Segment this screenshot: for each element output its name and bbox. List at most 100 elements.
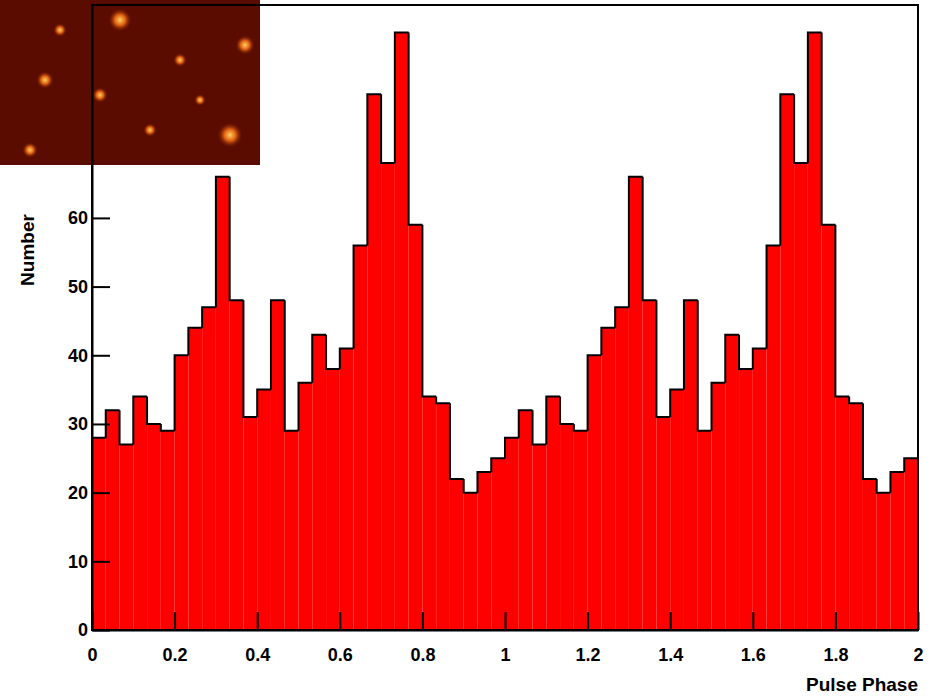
- x-tick-mark: [752, 612, 754, 630]
- y-tick: 50: [68, 277, 110, 297]
- x-tick-label: 1.8: [823, 645, 848, 665]
- x-tick-label: 1: [500, 645, 510, 665]
- histogram-bar: [588, 355, 602, 630]
- histogram-bar: [395, 32, 409, 630]
- histogram-bar: [92, 438, 106, 630]
- histogram-bar: [739, 369, 753, 630]
- histogram-outline: [395, 32, 409, 162]
- y-tick: 40: [68, 346, 110, 366]
- y-tick-mark: [92, 355, 110, 357]
- histogram-outline: [202, 307, 216, 328]
- y-tick-label: 60: [68, 208, 88, 228]
- histogram-outline: [354, 245, 368, 348]
- histogram-bar: [835, 396, 849, 630]
- histogram-bar: [533, 445, 547, 630]
- histogram-bar: [890, 472, 904, 630]
- histogram-outline: [546, 396, 560, 444]
- y-tick-mark: [92, 217, 110, 219]
- histogram-outline: [120, 410, 134, 444]
- y-tick-label: 50: [68, 277, 88, 297]
- histogram-bar: [161, 431, 175, 630]
- histogram-outline: [92, 438, 106, 630]
- y-tick: 60: [68, 208, 110, 228]
- histogram-outline: [753, 348, 767, 369]
- histogram-outline: [312, 335, 326, 383]
- x-tick-label: 0.8: [410, 645, 435, 665]
- y-axis-line: [92, 6, 94, 631]
- y-axis-title: Number: [17, 214, 38, 286]
- histogram-bar: [505, 438, 519, 630]
- histogram-outline: [505, 438, 519, 459]
- histogram-bar: [477, 472, 491, 630]
- histogram-bar: [464, 493, 478, 630]
- x-tick: 0.4: [245, 612, 270, 665]
- x-tick-label: 1.2: [576, 645, 601, 665]
- x-tick-label: 0.4: [245, 645, 270, 665]
- histogram-bar: [546, 396, 560, 630]
- histogram-bar: [188, 328, 202, 630]
- inset-spot: [108, 8, 132, 32]
- x-tick-mark: [339, 612, 341, 630]
- histogram-bar: [381, 163, 395, 630]
- histogram-outline: [133, 396, 147, 444]
- histogram-bar: [863, 479, 877, 630]
- histogram-outline: [326, 335, 340, 369]
- histogram-outline: [519, 410, 533, 437]
- histogram-outline: [601, 328, 615, 355]
- x-tick-mark: [505, 612, 507, 630]
- histogram-outline: [574, 424, 588, 431]
- histogram-bar: [780, 94, 794, 630]
- histogram-outline: [175, 355, 189, 431]
- x-tick: 1: [500, 612, 510, 665]
- histogram-bar: [698, 431, 712, 630]
- x-axis-title: Pulse Phase: [806, 674, 918, 695]
- x-tick-mark: [174, 612, 176, 630]
- histogram-outline: [491, 458, 505, 472]
- y-tick-mark: [92, 492, 110, 494]
- x-tick: 0.8: [410, 612, 435, 665]
- inset-spot: [194, 94, 206, 106]
- histogram-outline: [822, 32, 836, 224]
- y-tick: 0: [78, 620, 110, 640]
- histogram-bar: [491, 458, 505, 630]
- y-tick-label: 20: [68, 483, 88, 503]
- x-tick-label: 2: [913, 645, 923, 665]
- histogram-outline: [477, 472, 491, 493]
- x-tick-mark: [422, 612, 424, 630]
- histogram-bar: [230, 300, 244, 630]
- x-tick: 1.2: [576, 612, 601, 665]
- histogram-bar: [629, 177, 643, 630]
- histogram-bar: [615, 307, 629, 630]
- x-tick-label: 1.4: [658, 645, 683, 665]
- histogram-bar: [202, 307, 216, 630]
- histogram-outline: [257, 390, 271, 417]
- histogram-outline: [670, 390, 684, 417]
- histogram-bar: [106, 410, 120, 630]
- histogram-outline: [230, 177, 244, 301]
- histogram-outline: [712, 383, 726, 431]
- y-tick-mark: [92, 423, 110, 425]
- histogram-outline: [656, 300, 670, 417]
- histogram-outline: [216, 177, 230, 307]
- inset-spot: [217, 122, 243, 148]
- histogram-outline: [450, 403, 464, 479]
- histogram-outline: [698, 300, 712, 430]
- x-tick-label: 0.6: [328, 645, 353, 665]
- inset-spot: [235, 35, 255, 55]
- histogram-bar: [450, 479, 464, 630]
- y-tick-label: 0: [78, 620, 88, 640]
- histogram-bar: [285, 431, 299, 630]
- y-tick-mark: [92, 630, 110, 632]
- histogram-bar: [133, 396, 147, 630]
- y-tick: 10: [68, 552, 110, 572]
- histogram-bar: [574, 431, 588, 630]
- histogram-bar: [753, 348, 767, 630]
- histogram-bar: [422, 396, 436, 630]
- histogram-outline: [243, 300, 257, 417]
- x-tick-label: 1.6: [741, 645, 766, 665]
- y-axis: 0102030405060: [68, 6, 110, 641]
- histogram-outline: [835, 225, 849, 397]
- histogram-outline: [147, 396, 161, 423]
- x-tick-mark: [918, 612, 920, 630]
- histogram-outline: [739, 335, 753, 369]
